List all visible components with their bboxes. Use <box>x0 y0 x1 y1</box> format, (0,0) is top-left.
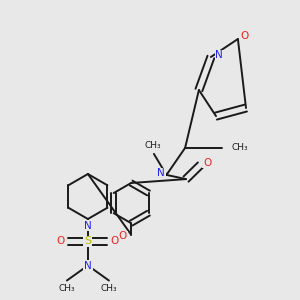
Text: N: N <box>84 261 92 271</box>
Text: O: O <box>118 231 127 242</box>
Text: S: S <box>84 236 92 247</box>
Text: O: O <box>203 158 212 168</box>
Text: CH₃: CH₃ <box>100 284 117 293</box>
Text: N: N <box>157 168 165 178</box>
Text: CH₃: CH₃ <box>58 284 75 293</box>
Text: O: O <box>241 31 249 41</box>
Text: N: N <box>84 220 92 231</box>
Text: O: O <box>111 236 119 247</box>
Text: CH₃: CH₃ <box>144 141 161 150</box>
Text: CH₃: CH₃ <box>232 142 248 152</box>
Text: N: N <box>215 50 223 61</box>
Text: O: O <box>57 236 65 247</box>
